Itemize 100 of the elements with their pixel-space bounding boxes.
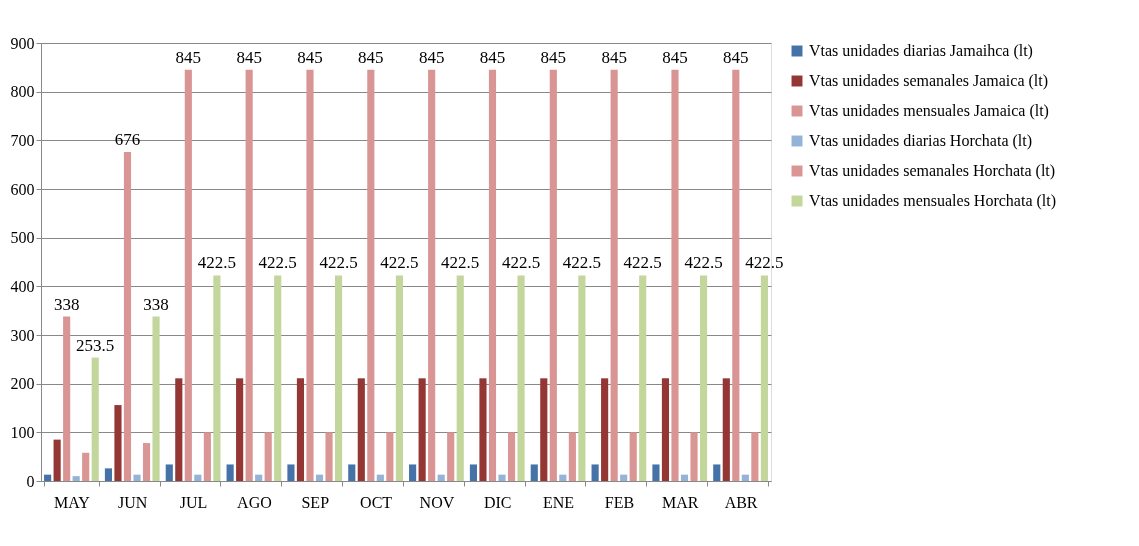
bar [699, 275, 708, 481]
bar [620, 474, 628, 481]
data-label: 845 [540, 47, 567, 67]
bar [315, 474, 324, 481]
bar [203, 432, 211, 481]
bar [578, 275, 586, 481]
x-tick-label: FEB [604, 493, 635, 511]
bar [123, 152, 132, 481]
y-tick-label: 0 [26, 472, 35, 490]
data-label: 845 [418, 47, 445, 67]
data-label: 845 [479, 47, 506, 67]
bar [63, 316, 71, 481]
data-label: 422.5 [501, 253, 541, 273]
data-label: 422.5 [441, 253, 480, 273]
data-label: 845 [723, 47, 749, 67]
bar [306, 69, 314, 481]
bar [530, 464, 538, 481]
bar [114, 405, 122, 481]
bar [437, 474, 445, 481]
bar [255, 474, 263, 481]
bar [661, 378, 670, 481]
y-tick-label: 900 [10, 34, 35, 52]
data-label: 338 [53, 294, 80, 314]
bar [376, 474, 384, 481]
bar [741, 474, 749, 481]
y-tick-label: 800 [10, 83, 35, 101]
x-tick-label: MAR [662, 493, 699, 511]
bar [91, 357, 99, 481]
bar [652, 464, 660, 481]
bar [296, 378, 305, 481]
y-tick-label: 300 [10, 326, 35, 344]
bar [713, 464, 721, 481]
y-tick-label: 500 [10, 229, 35, 247]
bar [152, 316, 160, 481]
bar [142, 443, 151, 481]
bar [639, 275, 647, 481]
data-label: 676 [114, 130, 141, 150]
bar [568, 432, 576, 481]
data-label: 422.5 [684, 253, 723, 273]
data-label: 845 [175, 47, 202, 67]
bar [559, 474, 567, 481]
bar [245, 69, 253, 481]
x-tick-label: DIC [483, 493, 512, 511]
bar [264, 432, 272, 481]
bar [418, 378, 426, 481]
bar [517, 275, 525, 481]
bar [44, 474, 52, 481]
bar [456, 275, 464, 481]
bar [447, 432, 455, 481]
bar [751, 432, 759, 481]
bar [671, 69, 679, 481]
bar [479, 378, 487, 481]
data-label: 422.5 [197, 253, 237, 273]
data-label: 845 [297, 47, 323, 67]
data-label: 845 [358, 47, 384, 67]
bar [386, 432, 394, 481]
bar [104, 468, 113, 481]
data-label: 845 [601, 47, 627, 67]
data-label: 422.5 [319, 253, 358, 273]
legend-label: Vtas unidades diarias Jamaihca (lt) [809, 42, 1033, 60]
bar [760, 275, 768, 481]
bar [498, 474, 506, 481]
data-label: 845 [662, 47, 688, 67]
bar [274, 275, 282, 481]
y-tick-label: 200 [10, 375, 35, 393]
bar [690, 432, 698, 481]
bar [72, 476, 80, 481]
x-tick-label: MAY [53, 493, 91, 511]
bar [184, 69, 192, 481]
bar [175, 378, 183, 481]
bar [82, 452, 90, 481]
legend-label: Vtas unidades semanales Jamaica (lt) [809, 72, 1049, 90]
bar [334, 275, 343, 481]
data-label: 338 [143, 294, 169, 314]
data-label: 845 [236, 47, 262, 67]
bar [428, 69, 436, 481]
x-tick-label: ABR [724, 493, 758, 511]
data-label: 422.5 [380, 253, 419, 273]
x-tick-label: ENE [543, 493, 575, 511]
bar [194, 474, 202, 481]
data-label: 422.5 [562, 253, 602, 273]
bar [469, 464, 478, 481]
y-tick-label: 100 [10, 423, 35, 441]
bar [287, 464, 295, 481]
bar [367, 69, 375, 481]
bar [133, 474, 141, 481]
bar [629, 432, 637, 481]
bar [325, 432, 333, 481]
bar [409, 464, 417, 481]
data-label: 422.5 [258, 253, 297, 273]
bar [722, 378, 730, 481]
data-label: 422.5 [745, 253, 784, 273]
legend-label: Vtas unidades semanales Horchata (lt) [809, 162, 1056, 180]
bar [348, 464, 356, 481]
bar [549, 69, 557, 481]
legend-label: Vtas unidades mensuales Horchata (lt) [809, 192, 1057, 210]
bar [591, 464, 599, 481]
x-tick-label: JUL [179, 493, 208, 511]
y-tick-label: 700 [10, 131, 35, 149]
y-tick-label: 400 [10, 277, 35, 295]
